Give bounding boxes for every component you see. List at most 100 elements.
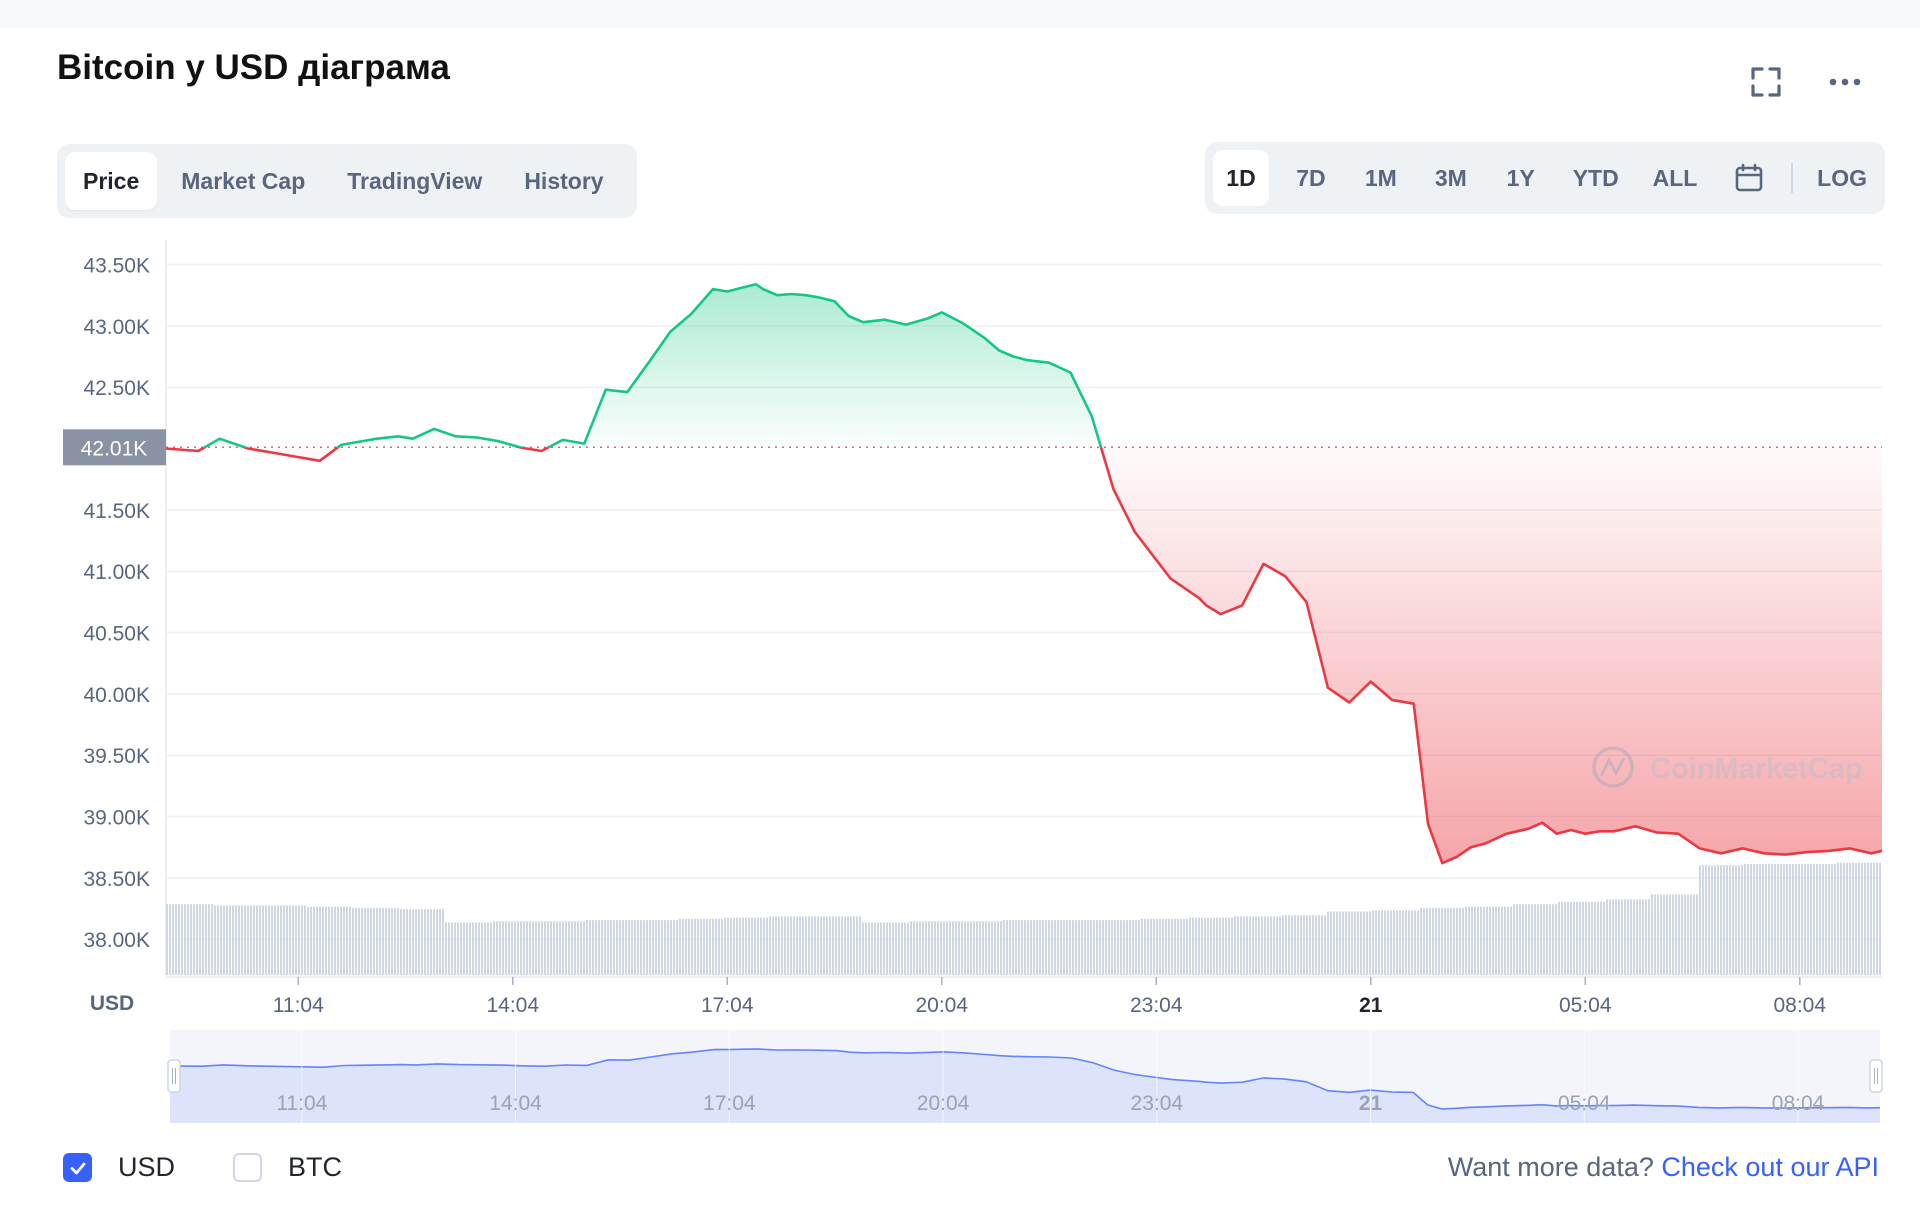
volume-bar [1351,911,1353,975]
volume-bar [271,905,273,975]
volume-bar [1306,915,1308,975]
volume-bar [1006,920,1008,975]
volume-bar [193,904,195,975]
volume-bar [1744,863,1746,975]
volume-bar [1648,899,1650,975]
usd-toggle[interactable]: USD [63,1152,175,1183]
api-promo-text: Want more data? [1447,1152,1654,1182]
volume-bar [1249,916,1251,975]
volume-bar [940,921,942,975]
range-all[interactable]: ALL [1652,164,1698,191]
price-line-down [165,447,1883,865]
btc-checkbox[interactable] [233,1153,263,1182]
tab-tradingview[interactable]: TradingView [347,167,483,194]
volume-bar [436,909,438,975]
navigator[interactable]: 11:04 14:04 17:04 20:04 23:04 21 05:04 08:04 [167,1030,1883,1123]
volume-bar [1009,920,1011,975]
volume-bar [1846,862,1848,975]
volume-bar [1252,916,1254,975]
volume-bar [427,909,429,975]
range-1d[interactable]: 1D [1213,150,1269,206]
usd-checkbox[interactable] [63,1153,92,1182]
volume-bar [895,922,897,975]
volume-bar [1276,916,1278,975]
volume-bar [283,905,285,975]
volume-bar [964,921,966,975]
volume-bar [1405,910,1407,975]
volume-bar [967,921,969,975]
volume-bar [1309,915,1311,975]
volume-bar [1219,917,1221,975]
tab-price[interactable]: Price [65,152,158,210]
volume-bar [856,916,858,975]
volume-bar [640,920,642,975]
volume-bar [655,920,657,975]
range-log[interactable]: LOG [1817,164,1867,191]
volume-bar [517,921,519,975]
calendar-icon[interactable] [1721,150,1777,206]
x-tick-label: 17:04 [701,994,754,1017]
range-1m[interactable]: 1M [1364,164,1397,191]
volume-bar [226,905,228,975]
volume-bar [625,920,627,975]
volume-bar [235,905,237,975]
volume-bar [1816,863,1818,975]
price-line [165,282,1883,865]
volume-bar [832,916,834,975]
tab-market-cap[interactable]: Market Cap [181,167,306,194]
volume-bar [259,905,261,975]
volume-bar [979,921,981,975]
volume-bar [1588,901,1590,975]
page-title: Bitcoin у USD діаграма [57,48,450,87]
more-options-icon[interactable] [1823,60,1867,104]
range-1y[interactable]: 1Y [1506,164,1535,191]
volume-bar [796,916,798,975]
volume-bar [1027,920,1029,975]
api-link[interactable]: Check out our API [1661,1152,1879,1182]
volume-bar [646,920,648,975]
volume-bar [1507,906,1509,975]
volume-bar [1333,911,1335,975]
range-3m[interactable]: 3M [1434,164,1467,191]
volume-bar [1804,863,1806,975]
usd-label: USD [118,1152,176,1182]
volume-bar [376,907,378,975]
volume-bar [205,904,207,975]
volume-bar [478,922,480,975]
range-7d[interactable]: 7D [1296,164,1326,191]
volume-bar [448,922,450,975]
y-tick-label: 41.50K [83,500,150,523]
volume-bar [1696,894,1698,975]
volume-bar [1705,865,1707,975]
volume-bar [970,921,972,975]
price-chart[interactable]: 43.50K 43.00K 42.50K 42.01K 41.50K 41.00K 40.5… [0,0,1920,1140]
volume-bar [1264,916,1266,975]
volume-bar [298,905,300,975]
volume-bar [808,916,810,975]
range-ytd[interactable]: YTD [1572,164,1619,191]
volume-bar [901,922,903,975]
volume-bar [793,916,795,975]
volume-bar [682,918,684,975]
volume-bar [1387,910,1389,975]
btc-toggle[interactable]: BTC [233,1152,342,1183]
volume-bar [601,920,603,975]
volume-bar [649,920,651,975]
fullscreen-icon[interactable] [1744,60,1788,104]
volume-bar [370,907,372,975]
volume-bar [1837,862,1839,975]
tab-history[interactable]: History [524,167,604,194]
volume-bar [1024,920,1026,975]
volume-bar [607,920,609,975]
volume-bar [586,920,588,975]
volume-bar [1669,894,1671,975]
volume-bar [1849,862,1851,975]
volume-bar [1165,918,1167,975]
navigator-handle-left[interactable] [167,1059,181,1093]
navigator-handle-right[interactable] [1869,1059,1883,1093]
volume-bar [1357,911,1359,975]
volume-bar [1423,907,1425,975]
volume-bar [1801,863,1803,975]
volume-bar [268,905,270,975]
volume-bar [1078,920,1080,975]
